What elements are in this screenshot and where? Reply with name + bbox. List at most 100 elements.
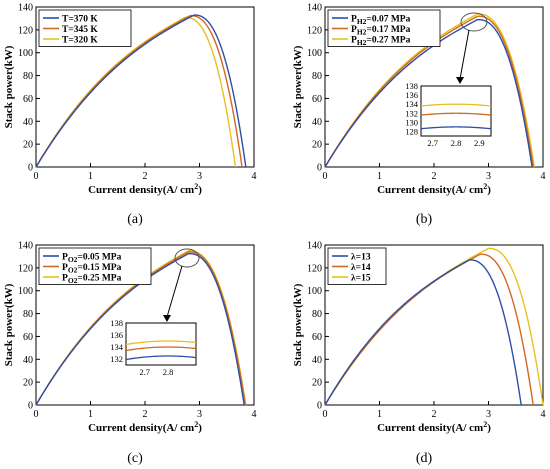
inset-y-tick-label: 132 (110, 354, 123, 364)
y-tick-label: 20 (312, 140, 322, 151)
y-tick-label: 120 (307, 263, 322, 274)
x-tick-label: 1 (377, 409, 382, 420)
zoom-highlight-ellipse (174, 248, 200, 268)
inset-x-tick-label: 2.8 (163, 367, 174, 377)
y-tick-label: 60 (23, 332, 33, 343)
y-tick-label: 20 (23, 378, 33, 389)
chart-panel: 0 20 40 60 80 100 120 140 0 1 2 3 4 λ=13λ=14λ=15 Stack… (292, 241, 546, 467)
x-tick-label: 1 (377, 171, 382, 182)
inset-series-line (421, 126, 491, 130)
x-tick-label: 3 (486, 409, 491, 420)
x-tick-label: 4 (252, 409, 257, 420)
y-tick-label: 20 (312, 378, 322, 389)
y-axis-label: Stack power(kW) (3, 45, 15, 128)
legend-label: PH2=0.27 MPa (351, 36, 411, 48)
y-tick-label: 40 (23, 355, 33, 366)
y-tick-label: 80 (312, 71, 322, 82)
y-tick-label: 40 (312, 117, 322, 128)
y-tick-label: 120 (18, 25, 33, 36)
inset-y-tick-label: 128 (405, 126, 418, 136)
legend-label: PO2=0.15 MPa (62, 263, 122, 275)
x-tick-label: 4 (541, 409, 546, 420)
y-tick-label: 0 (317, 163, 322, 174)
inset-x-tick-label: 2.7 (427, 138, 438, 148)
legend-label: λ=15 (351, 274, 371, 284)
y-tick-label: 40 (23, 117, 33, 128)
inset-series-line (126, 340, 196, 346)
chart-panel: 0 20 40 60 80 100 120 140 0 1 2 3 4 T=370 KT=345 KT=3… (3, 3, 257, 228)
x-tick-label: 2 (143, 409, 148, 420)
y-tick-label: 140 (18, 3, 33, 14)
x-tick-label: 1 (88, 409, 93, 420)
x-tick-label: 4 (252, 171, 257, 182)
y-tick-label: 80 (23, 309, 33, 320)
inset-series-line (126, 346, 196, 352)
y-tick-label: 0 (28, 401, 33, 412)
y-tick-label: 80 (312, 309, 322, 320)
legend-label: PH2=0.07 MPa (351, 15, 411, 27)
legend-label: λ=13 (351, 253, 371, 263)
legend-label: T=370 K (62, 15, 98, 25)
y-tick-label: 100 (307, 286, 322, 297)
inset-frame (420, 85, 492, 137)
inset-y-tick-label: 130 (405, 117, 418, 127)
x-axis-label: Current density(A/ cm2) (88, 420, 202, 434)
y-tick-label: 40 (312, 355, 322, 366)
x-tick-label: 2 (143, 171, 148, 182)
y-tick-label: 60 (23, 94, 33, 105)
x-tick-label: 1 (88, 171, 93, 182)
inset-y-tick-label: 138 (405, 81, 418, 91)
y-axis-label: Stack power(kW) (292, 45, 304, 128)
inset-y-tick-label: 136 (110, 330, 123, 340)
inset-series-line (126, 355, 196, 361)
y-tick-label: 100 (307, 48, 322, 59)
zoom-arrow-head (456, 77, 464, 84)
x-axis-label: Current density(A/ cm2) (377, 420, 491, 434)
legend-label: PO2=0.05 MPa (62, 253, 122, 265)
series-line (324, 259, 522, 406)
x-tick-label: 0 (323, 409, 328, 420)
legend-label: PO2=0.25 MPa (62, 274, 122, 286)
inset-frame (125, 322, 197, 366)
y-axis-label: Stack power(kW) (3, 283, 15, 366)
y-tick-label: 20 (23, 140, 33, 151)
x-tick-label: 3 (197, 409, 202, 420)
y-tick-label: 60 (312, 94, 322, 105)
inset-series-line (421, 112, 491, 116)
y-axis-label: Stack power(kW) (292, 283, 304, 366)
zoom-highlight-ellipse (460, 12, 488, 32)
y-tick-label: 80 (23, 71, 33, 82)
zoom-arrow-head (163, 315, 171, 322)
legend-label: PH2=0.17 MPa (351, 25, 411, 37)
legend-label: λ=14 (351, 263, 371, 273)
y-tick-label: 0 (28, 163, 33, 174)
panel-label: (c) (127, 451, 143, 466)
x-tick-label: 2 (432, 171, 437, 182)
x-tick-label: 2 (432, 409, 437, 420)
legend-box (327, 9, 441, 47)
inset-x-tick-label: 2.8 (451, 138, 462, 148)
y-tick-label: 0 (317, 401, 322, 412)
x-axis-label: Current density(A/ cm2) (377, 182, 491, 196)
inset-y-tick-label: 138 (110, 318, 123, 328)
zoom-arrow (166, 265, 183, 318)
zoom-arrow (459, 29, 470, 80)
x-axis-label: Current density(A/ cm2) (88, 182, 202, 196)
panel-label: (a) (127, 212, 143, 227)
y-tick-label: 140 (307, 3, 322, 14)
inset-plot: 132 134 136 138 2.7 2.8 (110, 318, 197, 377)
x-tick-label: 3 (486, 171, 491, 182)
inset-series-line (421, 103, 491, 107)
x-tick-label: 0 (34, 409, 39, 420)
inset-y-tick-label: 134 (110, 342, 124, 352)
y-tick-label: 120 (307, 25, 322, 36)
y-tick-label: 140 (18, 241, 33, 252)
inset-y-tick-label: 136 (405, 90, 418, 100)
x-tick-label: 0 (323, 171, 328, 182)
x-tick-label: 3 (197, 171, 202, 182)
panel-label: (d) (416, 451, 433, 466)
